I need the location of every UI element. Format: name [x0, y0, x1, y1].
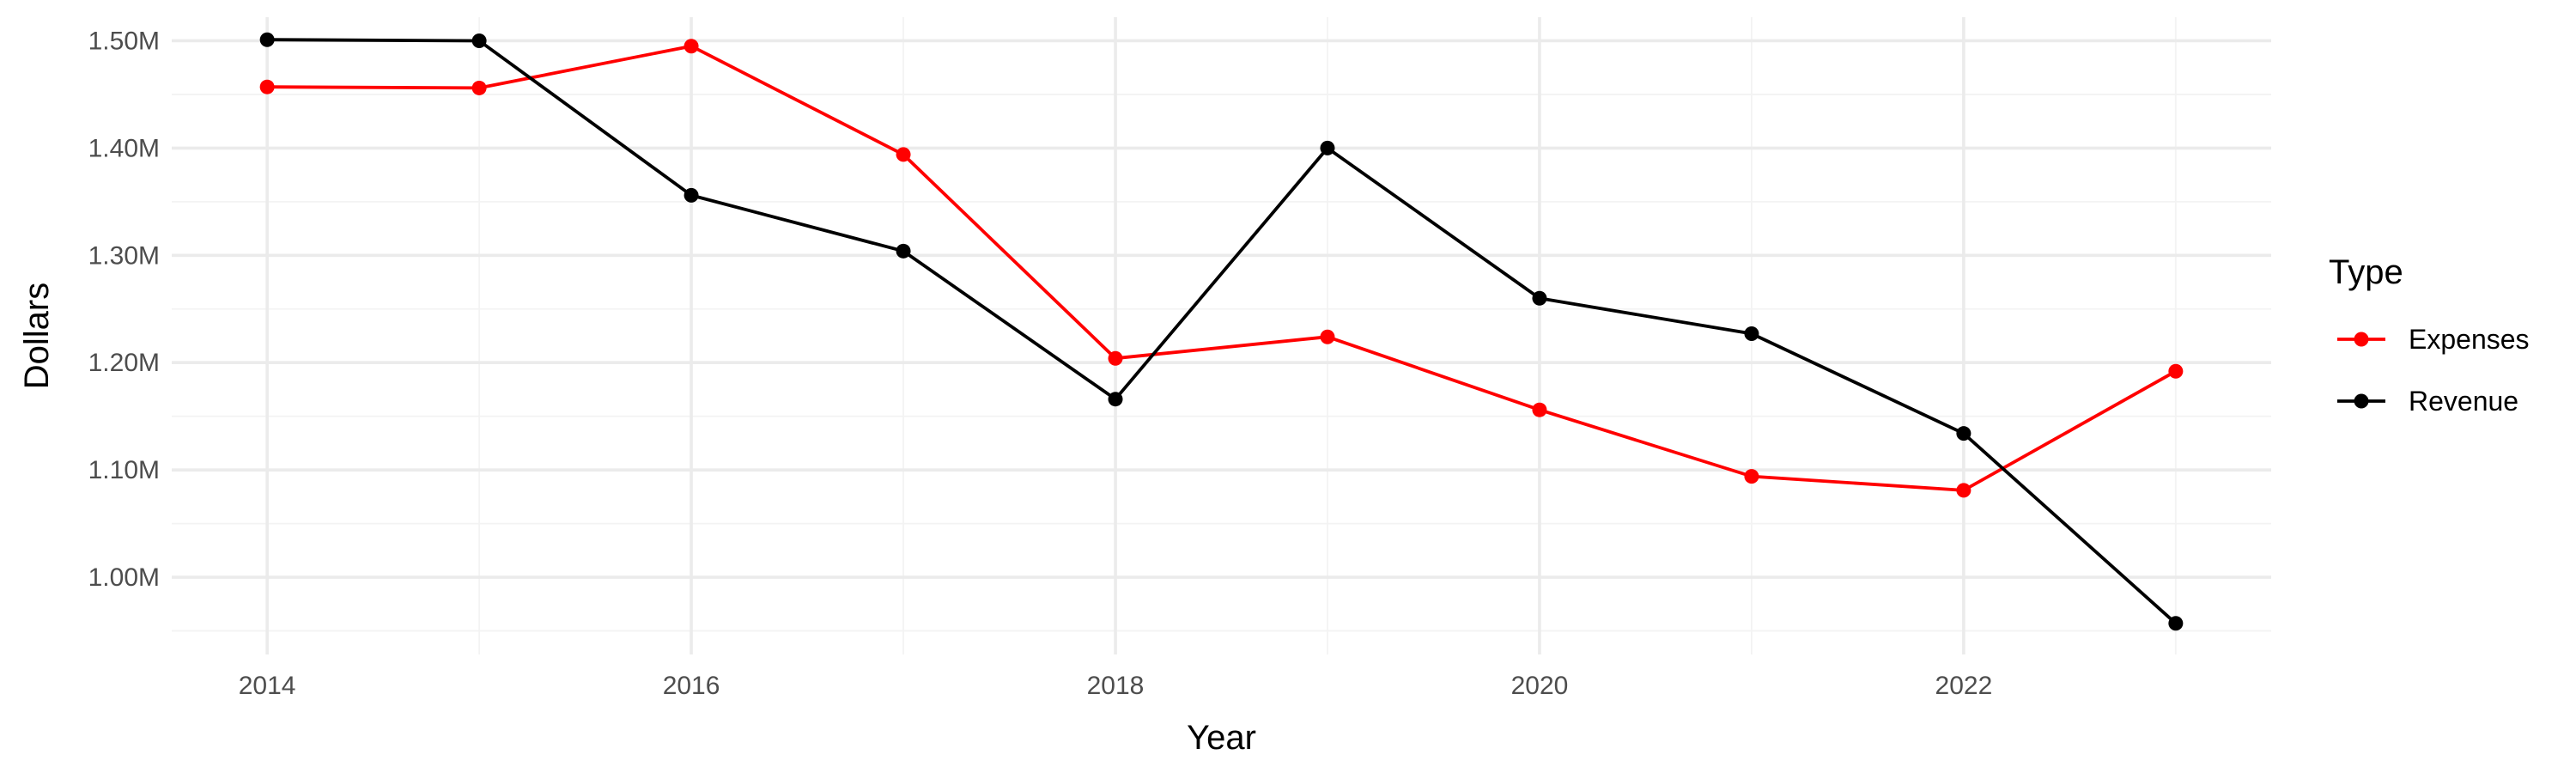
- expenses-point: [1744, 469, 1759, 484]
- y-tick-label: 1.10M: [88, 456, 160, 484]
- legend-item-expenses: Expenses: [2337, 324, 2530, 355]
- y-tick-label: 1.40M: [88, 134, 160, 162]
- legend: Type Expenses Revenue: [2329, 253, 2530, 417]
- y-axis-title: Dollars: [18, 283, 56, 389]
- expenses-point: [471, 80, 487, 95]
- expenses-line: [267, 44, 2177, 492]
- expenses-point: [2168, 363, 2184, 379]
- revenue-point: [259, 32, 275, 47]
- x-tick-label: 2020: [1511, 672, 1569, 700]
- revenue-point: [1320, 140, 1335, 155]
- legend-label: Expenses: [2409, 324, 2530, 355]
- series-expenses: [259, 39, 2184, 498]
- y-tick-label: 1.00M: [88, 563, 160, 592]
- revenue-point: [896, 243, 911, 259]
- revenue-point: [1532, 290, 1547, 306]
- expenses-point: [1320, 329, 1335, 344]
- series-revenue: [259, 32, 2184, 631]
- y-tick-label: 1.30M: [88, 241, 160, 270]
- axes: 1.00M 1.10M 1.20M 1.30M 1.40M 1.50M 2014 2016 20…: [88, 27, 1993, 700]
- revenue-line: [267, 38, 2178, 625]
- expenses-point: [259, 79, 275, 94]
- legend-item-revenue: Revenue: [2337, 386, 2518, 417]
- grid: [172, 17, 2271, 654]
- y-tick-label: 1.20M: [88, 349, 160, 377]
- expenses-point: [1108, 350, 1123, 366]
- x-tick-label: 2016: [663, 672, 720, 700]
- revenue-point: [1744, 326, 1759, 342]
- expenses-point: [1532, 402, 1547, 417]
- x-tick-label: 2014: [239, 672, 296, 700]
- legend-key-point: [2354, 332, 2369, 347]
- x-tick-label: 2018: [1087, 672, 1145, 700]
- y-tick-label: 1.50M: [88, 27, 160, 55]
- expenses-point: [896, 147, 911, 162]
- revenue-point: [683, 187, 699, 203]
- x-axis-title: Year: [1187, 719, 1256, 757]
- legend-title: Type: [2329, 253, 2403, 291]
- legend-label: Revenue: [2409, 386, 2518, 417]
- revenue-point: [2168, 616, 2184, 631]
- legend-key-point: [2354, 393, 2369, 409]
- revenue-point: [471, 33, 487, 48]
- revenue-point: [1108, 392, 1123, 407]
- revenue-point: [1956, 426, 1971, 441]
- x-tick-label: 2022: [1935, 672, 1993, 700]
- expenses-point: [683, 39, 699, 54]
- series-layer: [259, 32, 2184, 631]
- expenses-point: [1956, 483, 1971, 498]
